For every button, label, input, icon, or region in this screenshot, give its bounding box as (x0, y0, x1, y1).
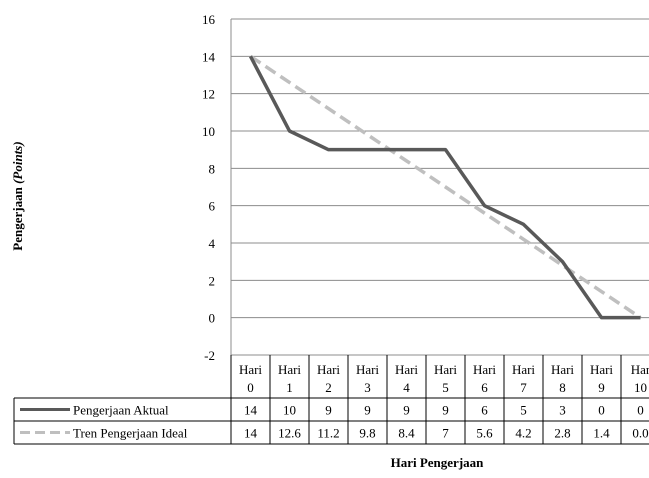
x-category-label: Hari (551, 362, 574, 377)
table-cell-value: 1.4 (593, 426, 610, 441)
y-tick-label: -2 (204, 348, 215, 363)
x-category-label: 9 (598, 380, 605, 395)
table-cell-value: 11.2 (317, 426, 339, 441)
y-tick-label: 4 (209, 236, 216, 251)
table-cell-value: 5.6 (476, 426, 493, 441)
legend-label: Tren Pengerjaan Ideal (73, 426, 188, 441)
data-table: Hari 0 Hari 1 Hari 2 Hari 3 Hari 4 Hari 5 Hari 6 Hari 7… (13, 355, 649, 445)
y-tick-label: 10 (202, 124, 215, 139)
x-category-label: 5 (442, 380, 449, 395)
y-tick-label: 12 (202, 87, 215, 102)
x-category-label: Hari (395, 362, 418, 377)
x-category-label: Hari (473, 362, 496, 377)
table-cell-value: 4.2 (515, 426, 531, 441)
table-cell-value: 10 (283, 403, 296, 418)
x-category-label: Hari (356, 362, 379, 377)
table-cell-value: 6 (481, 403, 488, 418)
x-category-label: 8 (559, 380, 566, 395)
y-tick-label: 6 (209, 199, 216, 214)
y-axis-ticks: 16 14 12 10 8 6 4 2 0 -2 (202, 12, 216, 363)
x-category-label: 3 (364, 380, 371, 395)
series-line-actual (248, 55, 641, 320)
gridlines (230, 18, 649, 444)
x-category-label: Hari (512, 362, 535, 377)
table-cell-value: 3 (559, 403, 566, 418)
x-axis-label: Hari Pengerjaan (391, 455, 485, 470)
table-cell-value: 14 (244, 403, 258, 418)
x-category-label: Hari (278, 362, 301, 377)
y-tick-label: 2 (209, 273, 216, 288)
table-cell-value: 9 (403, 403, 410, 418)
x-category-label: 10 (634, 380, 647, 395)
y-axis-label: Pengerjaan (Points) (10, 141, 25, 250)
table-cell-value: 7 (442, 426, 449, 441)
x-category-label: Hari (434, 362, 457, 377)
series-lines (248, 54, 642, 320)
table-cell-value: 9.8 (359, 426, 375, 441)
legend-label: Pengerjaan Aktual (73, 403, 169, 418)
x-category-label: 7 (520, 380, 527, 395)
y-tick-label: 14 (202, 49, 216, 64)
table-cell-value: 2.8 (554, 426, 570, 441)
y-axis-label-italic: (Points) (10, 141, 25, 184)
x-category-label: 1 (286, 380, 293, 395)
y-tick-label: 16 (202, 12, 216, 27)
table-cell-value: 12.6 (278, 426, 301, 441)
x-category-label: Hari (590, 362, 613, 377)
y-tick-label: 0 (209, 311, 216, 326)
x-category-label: Har (631, 362, 649, 377)
table-cell-value: 0.0 (632, 426, 648, 441)
y-tick-label: 8 (209, 161, 216, 176)
table-cell-value: 9 (364, 403, 371, 418)
x-category-label: 4 (403, 380, 410, 395)
series-line-ideal (249, 54, 642, 320)
x-category-label: 2 (325, 380, 332, 395)
x-category-label: 6 (481, 380, 488, 395)
x-category-label: Hari (317, 362, 340, 377)
table-cell-value: 8.4 (398, 426, 415, 441)
table-cell-value: 5 (520, 403, 527, 418)
table-cell-value: 9 (325, 403, 332, 418)
x-category-label: 0 (247, 380, 254, 395)
table-cell-value: 14 (244, 426, 258, 441)
table-cell-value: 0 (598, 403, 605, 418)
y-axis-label-main: Pengerjaan (10, 184, 25, 251)
table-cell-value: 9 (442, 403, 449, 418)
x-category-label: Hari (239, 362, 262, 377)
table-cell-value: 0 (637, 403, 644, 418)
